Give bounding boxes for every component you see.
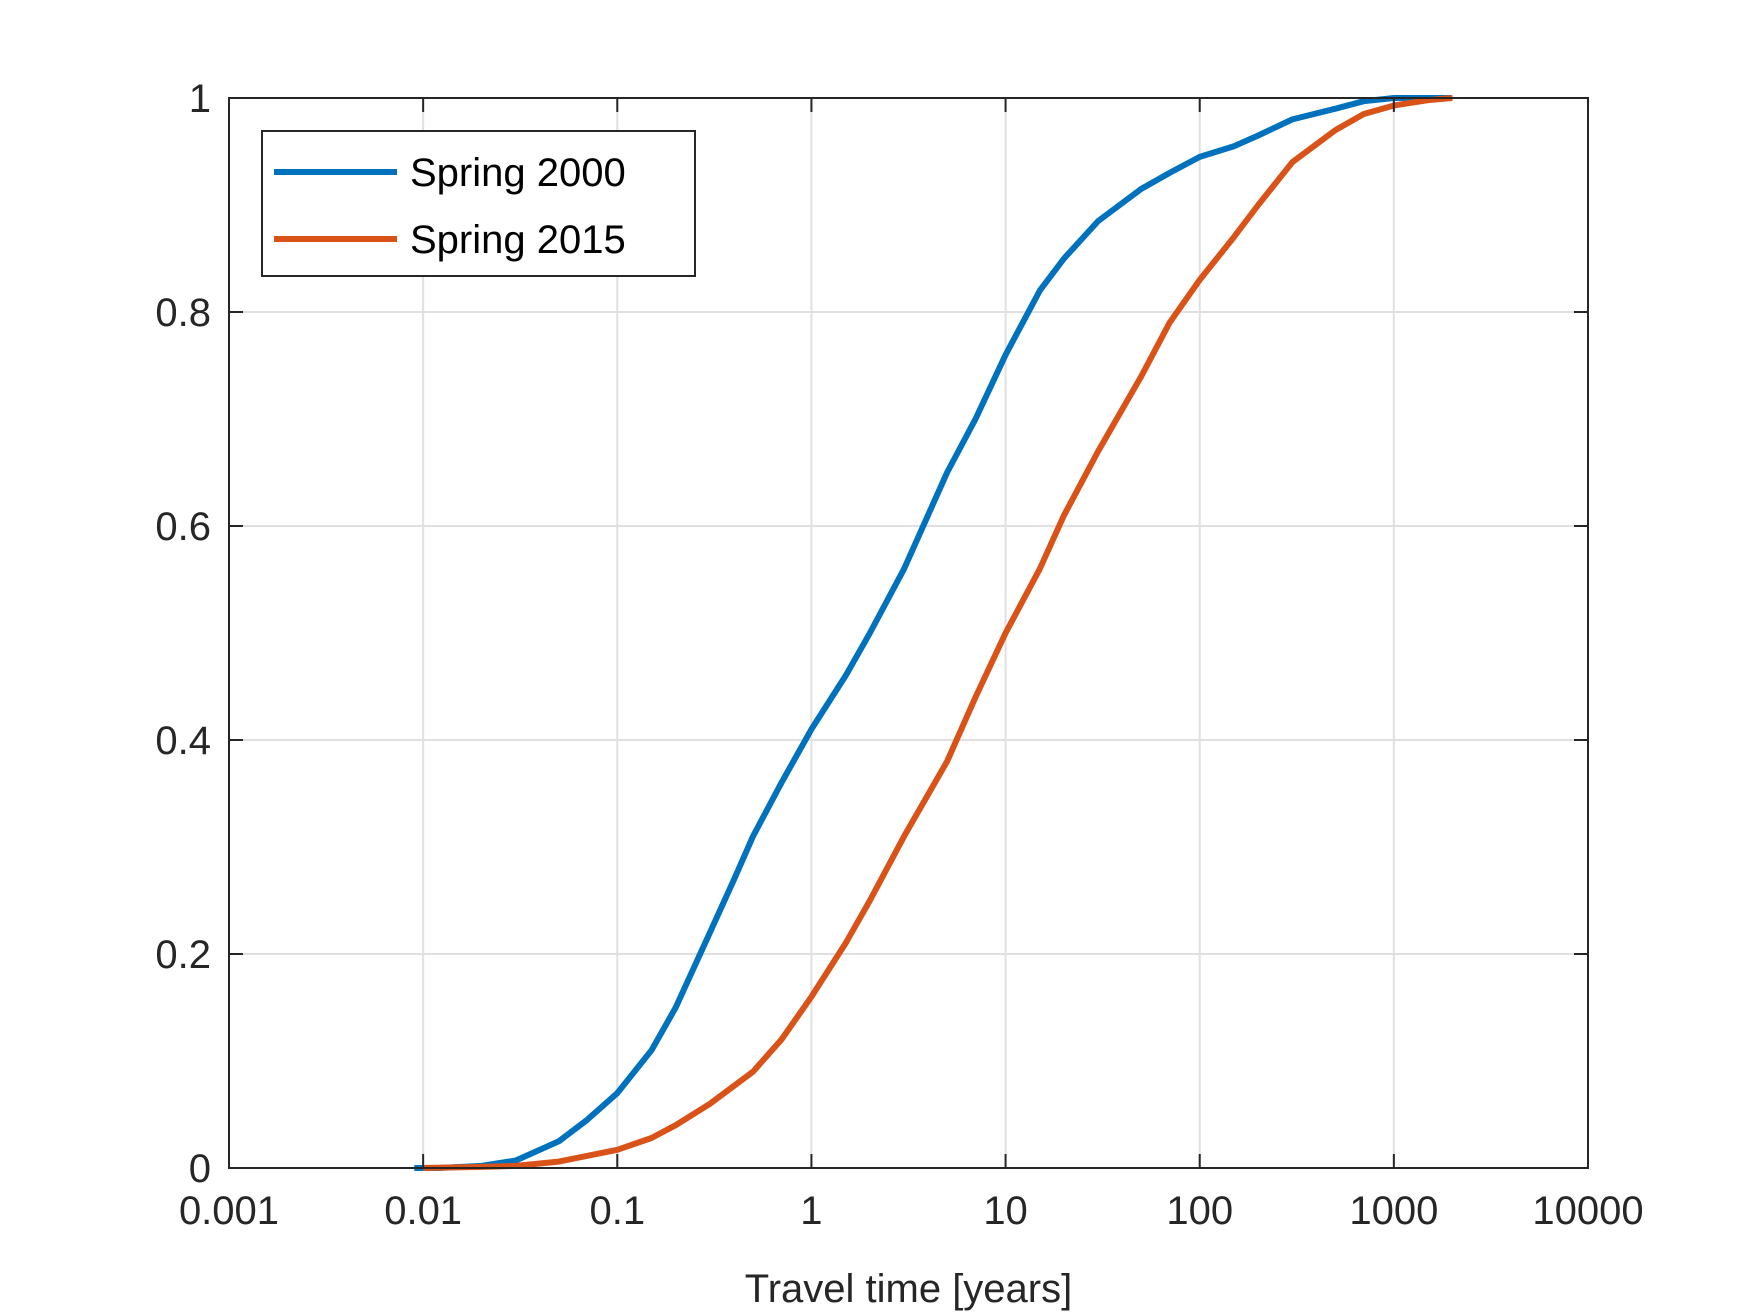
y-tick-label: 1 (189, 77, 211, 121)
x-tick-label: 10 (983, 1189, 1028, 1233)
series-lines (414, 95, 1453, 1171)
y-tick-label: 0.4 (155, 719, 211, 763)
x-tick-label: 0.1 (589, 1189, 645, 1233)
y-tick-label: 0.6 (155, 505, 211, 549)
axis-ticks (228, 97, 1589, 1169)
y-tick-label: 0.8 (155, 291, 211, 335)
x-tick-label: 0.01 (384, 1189, 462, 1233)
legend-label: Spring 2000 (410, 151, 626, 195)
x-tick-label: 1000 (1349, 1189, 1438, 1233)
legend-box (261, 130, 696, 277)
y-tick-label: 0 (189, 1147, 211, 1191)
plot-area-frame (228, 97, 1589, 1169)
x-tick-label: 10000 (1532, 1189, 1643, 1233)
x-axis-title: Travel time [years] (745, 1267, 1072, 1311)
x-tick-label: 1 (800, 1189, 822, 1233)
legend-label: Spring 2015 (410, 218, 626, 262)
series-line-1 (414, 95, 1453, 1171)
x-axis-tick-labels: 0.001 0.01 0.1 1 10 100 1000 10000 (179, 1189, 1644, 1233)
y-axis-tick-labels: 0 0.2 0.4 0.6 0.8 1 (155, 77, 211, 1191)
x-tick-label: 0.001 (179, 1189, 279, 1233)
series-line-2 (423, 95, 1453, 1171)
legend: Spring 2000 Spring 2015 (261, 130, 696, 277)
x-tick-label: 100 (1166, 1189, 1233, 1233)
y-tick-label: 0.2 (155, 933, 211, 977)
